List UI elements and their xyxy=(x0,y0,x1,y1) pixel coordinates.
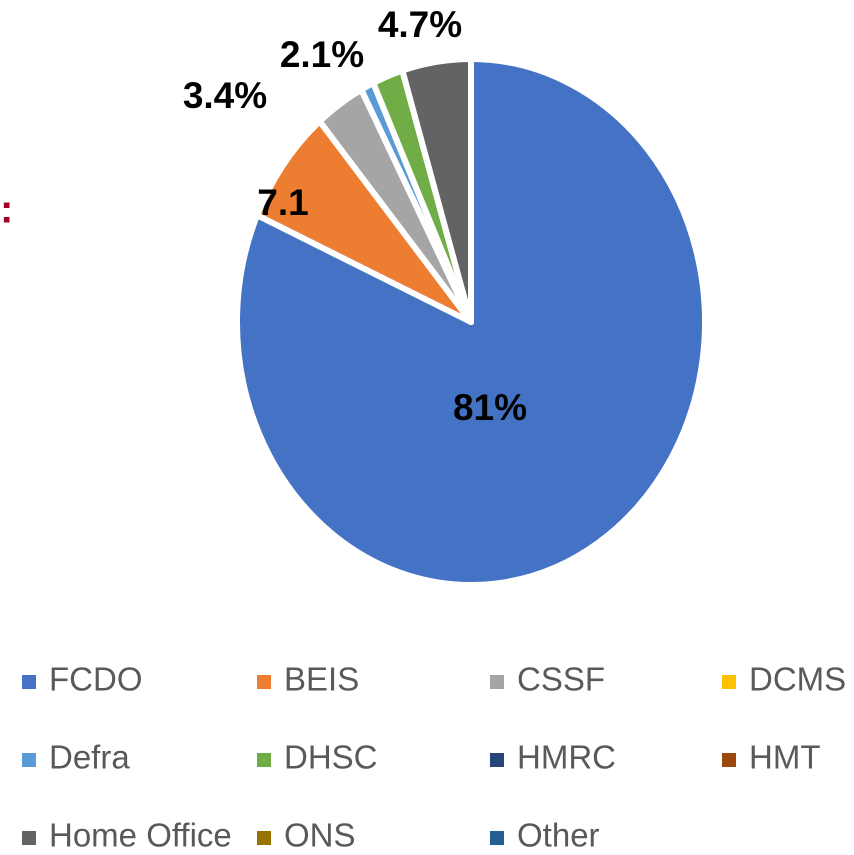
legend-label: Defra xyxy=(49,739,130,776)
legend-swatch xyxy=(722,675,736,689)
data-label: 7.1 xyxy=(257,182,308,223)
legend-label: ONS xyxy=(284,817,356,854)
legend-label: HMT xyxy=(749,739,820,776)
data-label: 81% xyxy=(453,387,527,428)
legend-label: BEIS xyxy=(284,661,359,698)
legend-label: CSSF xyxy=(517,661,605,698)
legend-swatch xyxy=(257,675,271,689)
data-label: 3.4% xyxy=(183,75,267,116)
data-label: 4.7% xyxy=(378,4,462,45)
legend-label: DHSC xyxy=(284,739,378,776)
legend-swatch xyxy=(257,753,271,767)
text-fragment: : xyxy=(0,188,13,232)
legend-swatch xyxy=(22,675,36,689)
legend-swatch xyxy=(22,831,36,845)
legend-swatch xyxy=(490,831,504,845)
legend-swatch xyxy=(22,753,36,767)
legend-label: HMRC xyxy=(517,739,616,776)
legend-label: Other xyxy=(517,817,600,854)
legend-swatch xyxy=(490,675,504,689)
legend-swatch xyxy=(257,831,271,845)
legend-swatch xyxy=(722,753,736,767)
legend-label: DCMS xyxy=(749,661,846,698)
data-label: 2.1% xyxy=(280,34,364,75)
legend-label: FCDO xyxy=(49,661,143,698)
legend-label: Home Office xyxy=(49,817,232,854)
legend-swatch xyxy=(490,753,504,767)
